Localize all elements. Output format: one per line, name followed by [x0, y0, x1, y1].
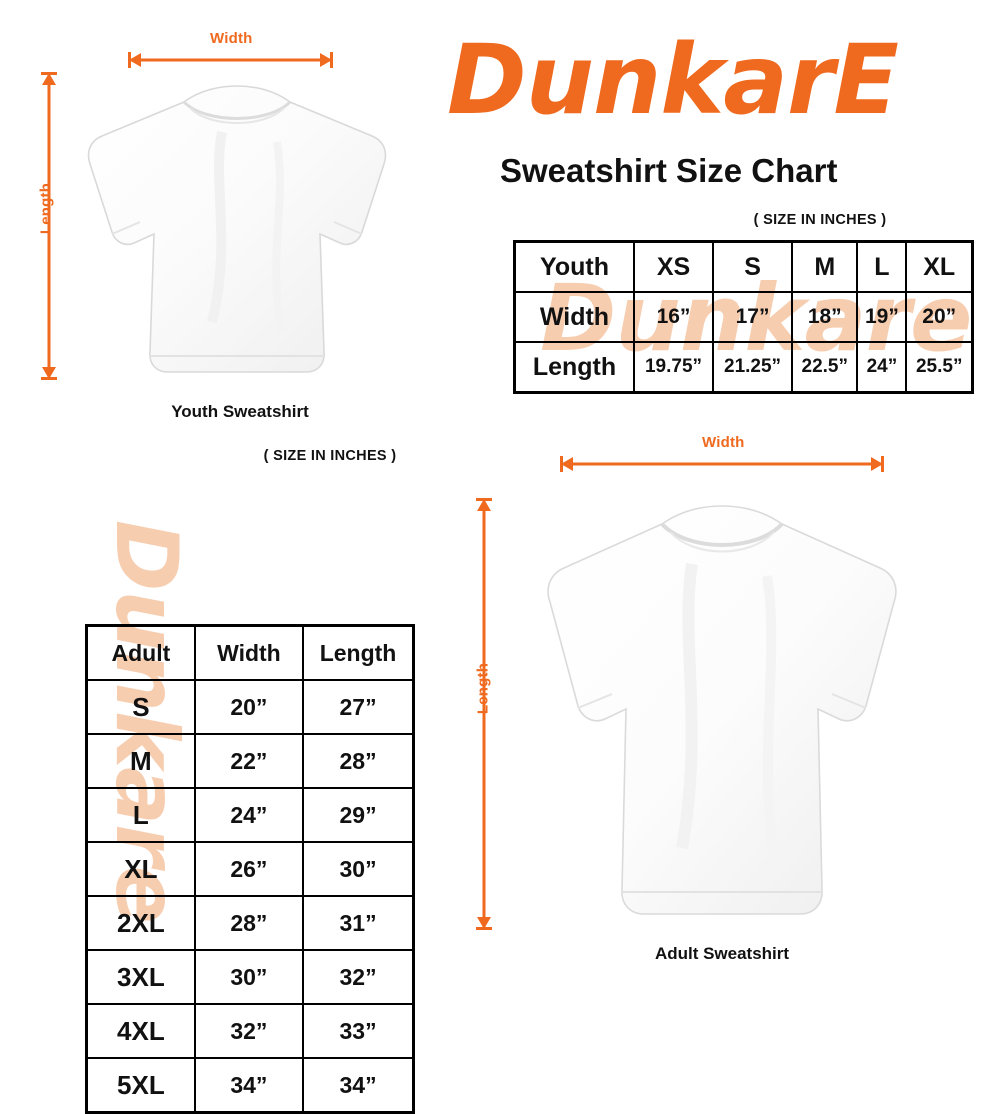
youth-sweatshirt-caption: Youth Sweatshirt — [171, 402, 309, 421]
youth-units-note: ( SIZE IN INCHES ) — [753, 212, 887, 228]
adult-size-2xl: 2XL — [85, 895, 196, 951]
adult-width-s: 20” — [193, 679, 305, 735]
adult-size-5xl: 5XL — [85, 1057, 196, 1114]
youth-width-arrow — [128, 52, 333, 68]
youth-length-m: 22.5” — [791, 341, 859, 394]
table-row: S 20” 27” — [85, 679, 415, 735]
adult-width-xl: 26” — [193, 841, 305, 897]
youth-size-xl: XL — [905, 240, 974, 293]
table-row: Width 16” 17” 18” 19” 20” — [513, 291, 974, 343]
table-row: XL 26” 30” — [85, 841, 415, 897]
table-row: 2XL 28” 31” — [85, 895, 415, 951]
youth-length-xs: 19.75” — [632, 341, 715, 394]
youth-length-arrow — [41, 72, 57, 380]
table-row: 4XL 32” 33” — [85, 1003, 415, 1059]
youth-width-xl: 20” — [905, 291, 974, 343]
adult-units-note: ( SIZE IN INCHES ) — [263, 448, 397, 464]
adult-width-4xl: 32” — [193, 1003, 305, 1059]
adult-width-arrow — [560, 456, 884, 472]
youth-width-m: 18” — [791, 291, 859, 343]
youth-width-l: 19” — [856, 291, 908, 343]
adult-size-3xl: 3XL — [85, 949, 196, 1005]
chart-title: Sweatshirt Size Chart — [500, 152, 838, 189]
youth-size-s: S — [712, 240, 794, 293]
table-row: Youth XS S M L XL — [513, 240, 974, 293]
adult-width-l: 24” — [193, 787, 305, 843]
adult-length-xl: 30” — [302, 841, 415, 897]
adult-size-s: S — [85, 679, 196, 735]
youth-length-xl: 25.5” — [905, 341, 974, 394]
youth-length-s: 21.25” — [712, 341, 794, 394]
adult-sweatshirt-caption: Adult Sweatshirt — [654, 944, 790, 963]
youth-width-xs: 16” — [632, 291, 715, 343]
youth-size-m: M — [791, 240, 859, 293]
adult-length-2xl: 31” — [302, 895, 415, 951]
table-row: L 24” 29” — [85, 787, 415, 843]
youth-width-row-label: Width — [513, 291, 635, 343]
adult-width-3xl: 30” — [193, 949, 305, 1005]
adult-size-l: L — [85, 787, 196, 843]
adult-sweatshirt-illustration — [522, 498, 922, 934]
table-row: Length 19.75” 21.25” 22.5” 24” 25.5” — [513, 341, 974, 394]
adult-width-header: Width — [193, 624, 305, 681]
adult-size-4xl: 4XL — [85, 1003, 196, 1059]
adult-length-header: Length — [302, 624, 415, 681]
adult-length-l: 29” — [302, 787, 415, 843]
adult-header-cell: Adult — [85, 624, 196, 681]
youth-size-xs: XS — [632, 240, 715, 293]
adult-length-m: 28” — [302, 733, 415, 789]
adult-length-arrow — [476, 498, 492, 930]
table-row: Adult Width Length — [85, 624, 415, 681]
adult-size-m: M — [85, 733, 196, 789]
youth-size-table: Youth XS S M L XL Width 16” 17” 18” 19” … — [513, 240, 974, 394]
adult-width-label: Width — [702, 434, 745, 451]
adult-width-m: 22” — [193, 733, 305, 789]
adult-length-5xl: 34” — [302, 1057, 415, 1114]
adult-length-3xl: 32” — [302, 949, 415, 1005]
size-chart-page: Width Length — [38, 24, 974, 1114]
adult-length-s: 27” — [302, 679, 415, 735]
youth-length-l: 24” — [856, 341, 908, 394]
adult-width-5xl: 34” — [193, 1057, 305, 1114]
youth-width-label: Width — [210, 30, 253, 47]
brand-logo: DunkarE — [447, 24, 899, 136]
table-row: M 22” 28” — [85, 733, 415, 789]
adult-size-table: Adult Width Length S 20” 27” M 22” 28” L… — [85, 624, 415, 1114]
adult-length-4xl: 33” — [302, 1003, 415, 1059]
youth-width-s: 17” — [712, 291, 794, 343]
table-row: 5XL 34” 34” — [85, 1057, 415, 1114]
table-row: 3XL 30” 32” — [85, 949, 415, 1005]
youth-length-row-label: Length — [513, 341, 635, 394]
adult-size-xl: XL — [85, 841, 196, 897]
youth-sweatshirt-illustration — [72, 72, 402, 392]
youth-header-cell: Youth — [513, 240, 635, 293]
youth-size-l: L — [856, 240, 908, 293]
adult-width-2xl: 28” — [193, 895, 305, 951]
